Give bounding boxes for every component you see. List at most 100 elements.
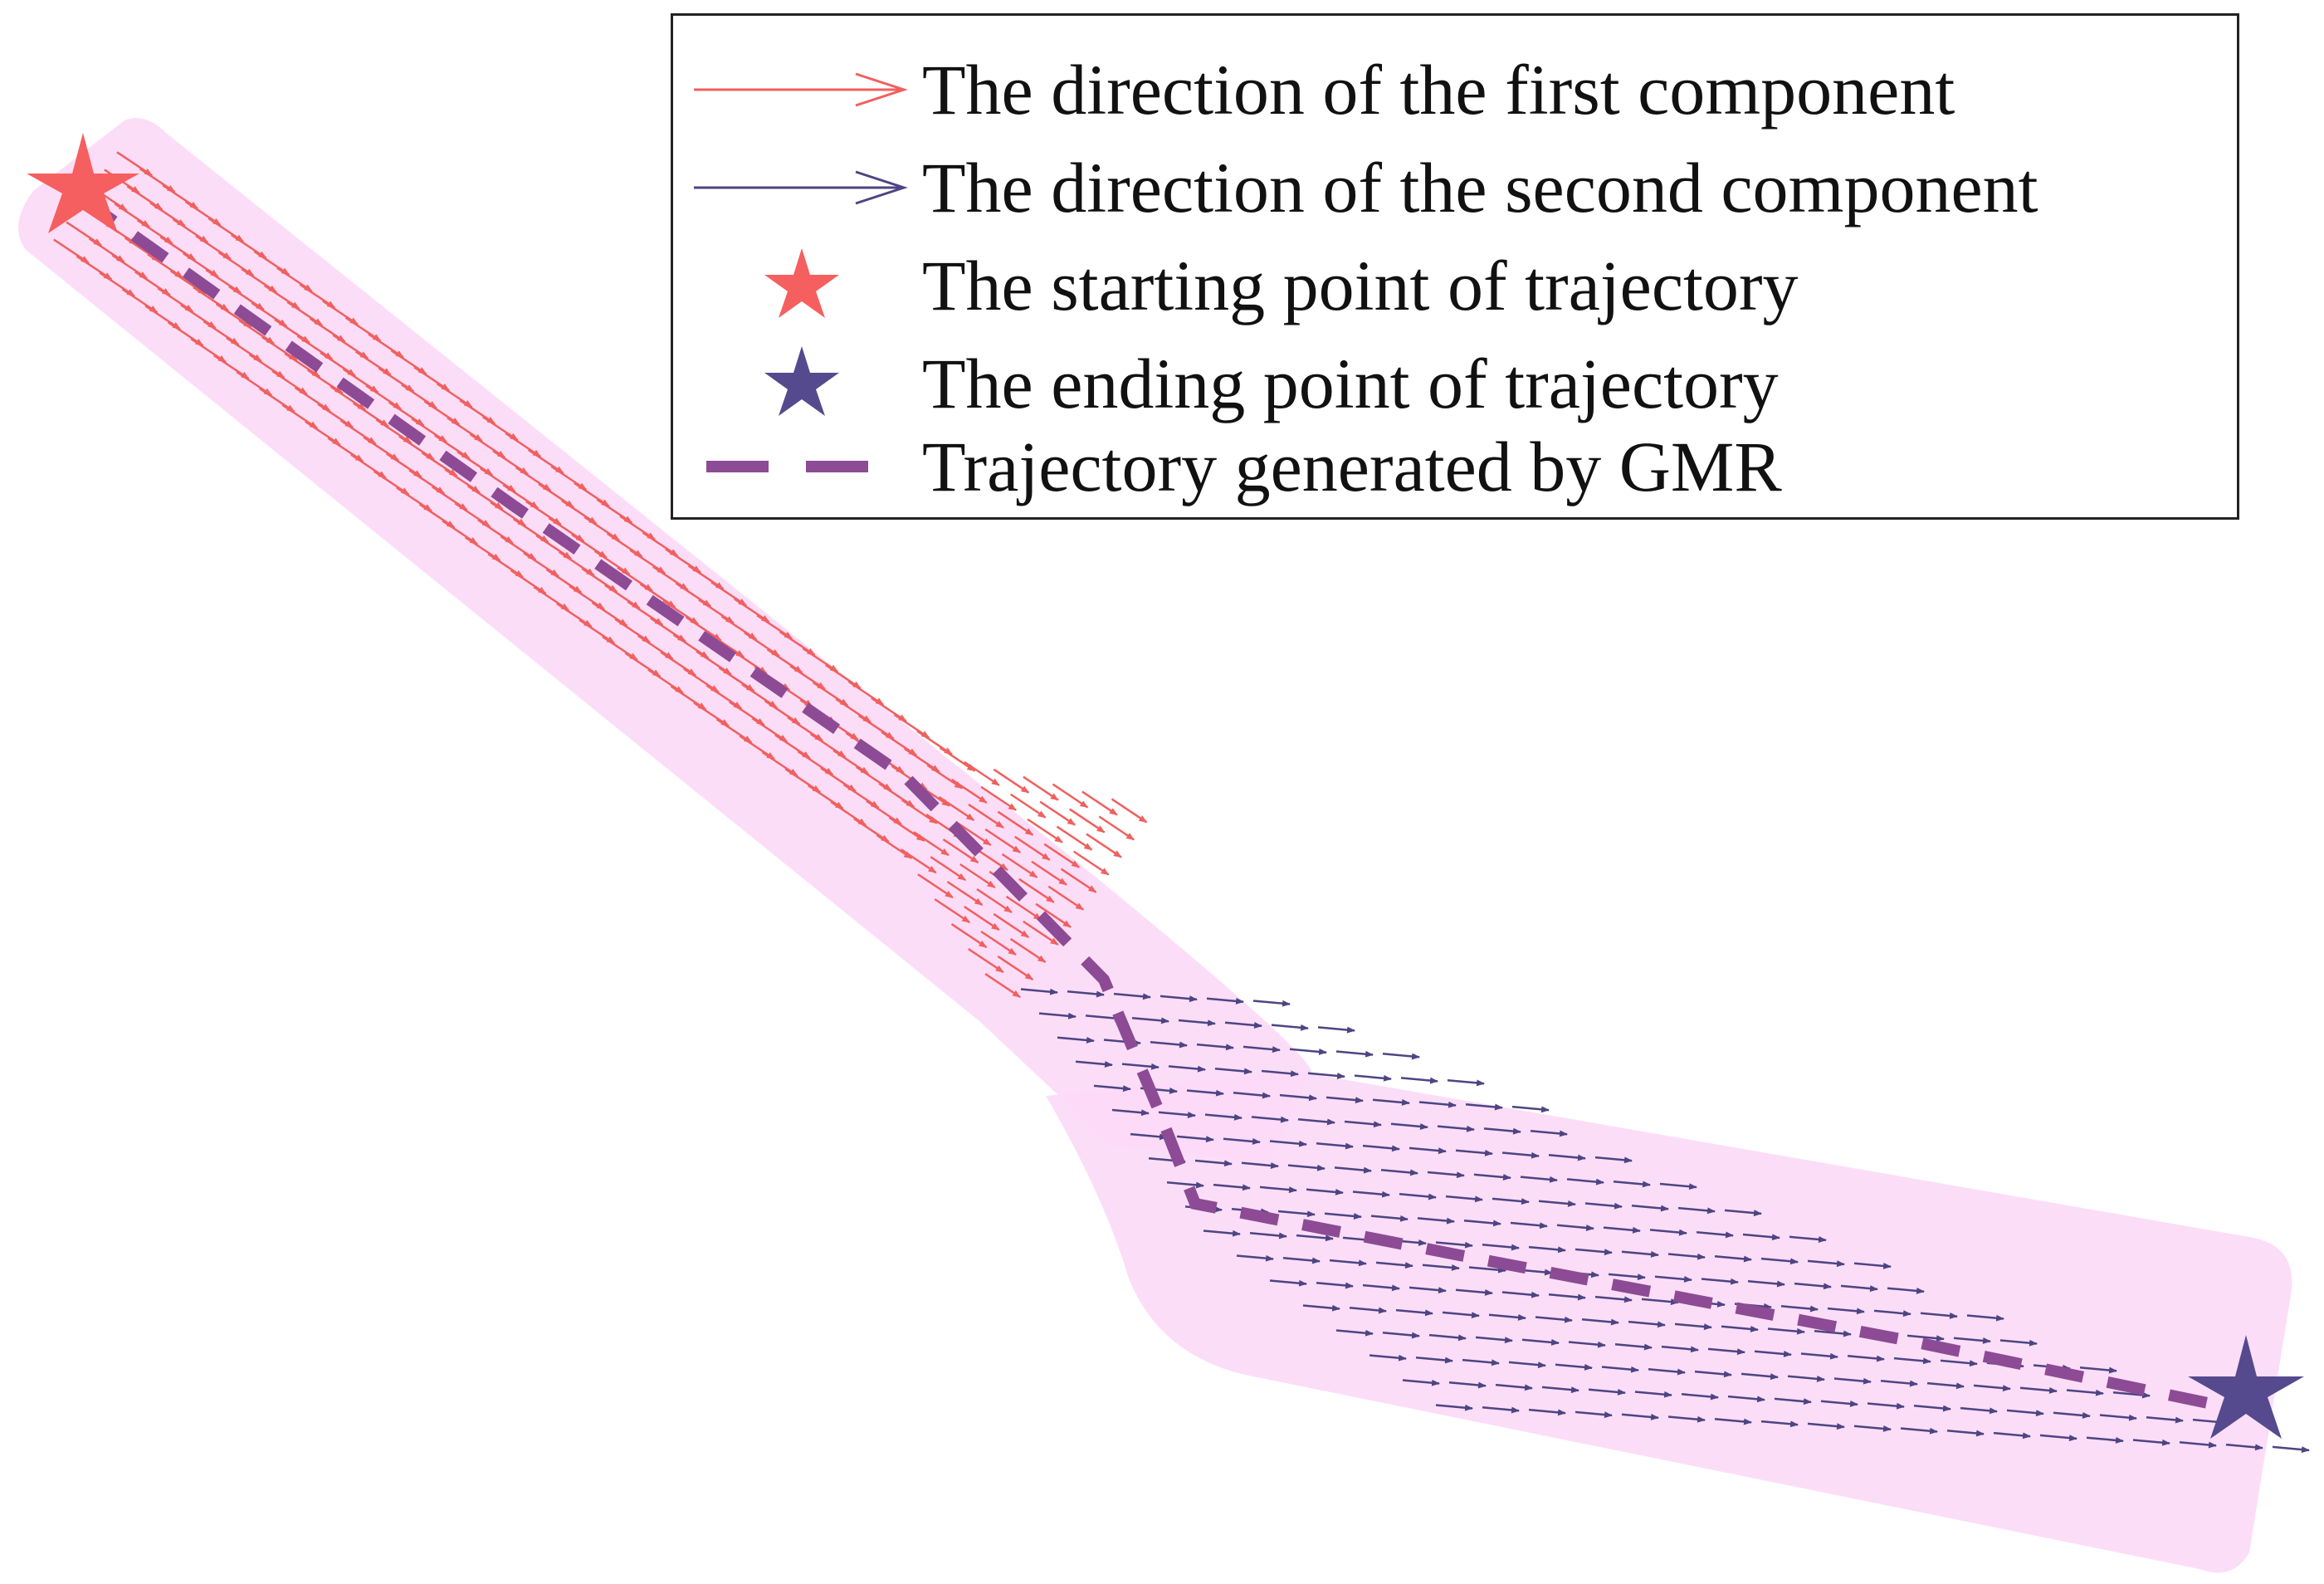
vector-arrow-icon: [871, 697, 907, 722]
vector-arrow-icon: [373, 470, 410, 496]
vector-arrow-icon: [560, 499, 598, 525]
vector-arrow-icon: [456, 451, 494, 477]
vector-arrow-icon: [1307, 1072, 1345, 1079]
vector-arrow-icon: [1820, 1400, 1858, 1407]
vector-arrow-icon: [1344, 1120, 1382, 1128]
vector-arrow-icon: [1654, 1275, 1692, 1283]
vector-arrow-icon: [835, 697, 872, 723]
vector-arrow-icon: [1960, 1406, 1998, 1415]
vector-arrow-icon: [1020, 988, 1058, 995]
vector-arrow-icon: [1741, 1372, 1779, 1381]
vector-arrow-icon: [1760, 1420, 1799, 1428]
vector-arrow-icon: [1213, 1183, 1251, 1191]
vector-arrow-icon: [1047, 885, 1085, 911]
vector-arrow-icon: [1039, 800, 1077, 826]
vector-arrow-icon: [698, 599, 735, 624]
vector-arrow-icon: [614, 618, 651, 643]
legend-item-first-component: The direction of the first component: [673, 41, 2237, 139]
vector-arrow-icon: [809, 733, 847, 759]
vector-arrow-icon: [1926, 1381, 1965, 1390]
vector-arrow-icon: [1893, 1357, 1931, 1365]
vector-arrow-icon: [116, 151, 153, 177]
vector-arrow-icon: [396, 486, 432, 512]
vector-arrow-icon: [1168, 1065, 1206, 1073]
vector-arrow-icon: [1395, 1308, 1433, 1317]
legend-label: The direction of the first component: [922, 50, 1955, 130]
vector-arrow-icon: [317, 403, 354, 428]
vector-arrow-icon: [1271, 1024, 1309, 1031]
vector-arrow-icon: [1780, 1305, 1819, 1313]
vector-arrow-icon: [1614, 1343, 1653, 1351]
vector-arrow-icon: [787, 716, 823, 742]
vector-arrow-icon: [515, 466, 552, 492]
vector-arrow-icon: [1186, 1089, 1224, 1097]
vector-arrow-icon: [1588, 1388, 1626, 1396]
vector-arrow-icon: [134, 271, 171, 296]
vector-arrow-icon: [710, 581, 747, 607]
vector-arrow-icon: [305, 420, 341, 446]
vector-arrow-icon: [1445, 1195, 1483, 1203]
vector-arrow-icon: [1370, 1215, 1409, 1222]
legend-label: The starting point of trajectory: [922, 246, 1799, 325]
vector-arrow-icon: [930, 856, 967, 882]
vector-arrow-icon: [1455, 1149, 1493, 1156]
legend-label: The ending point of trajectory: [922, 344, 1779, 423]
vector-arrow-icon: [1418, 1101, 1457, 1108]
vector-arrow-icon: [1528, 1408, 1566, 1416]
vector-arrow-icon: [980, 930, 1017, 956]
vector-arrow-icon: [1352, 1190, 1390, 1198]
vector-arrow-icon: [997, 810, 1034, 836]
vector-arrow-icon: [812, 681, 849, 707]
vector-arrow-icon: [1538, 1200, 1576, 1207]
vector-arrow-icon: [208, 217, 245, 243]
vector-arrow-icon: [1027, 818, 1063, 843]
vector-arrow-icon: [1223, 1137, 1261, 1145]
vector-arrow-icon: [1714, 1255, 1752, 1263]
vector-arrow-icon: [718, 667, 755, 692]
vector-arrow-icon: [1056, 825, 1093, 851]
vector-arrow-icon: [881, 731, 917, 756]
vector-arrow-icon: [1052, 783, 1089, 809]
vector-arrow-icon: [332, 334, 369, 359]
vector-arrow-icon: [964, 760, 1000, 786]
vector-arrow-icon: [114, 203, 150, 228]
vector-arrow-icon: [121, 288, 159, 314]
vector-arrow-icon: [687, 565, 725, 590]
vector-arrow-icon: [401, 384, 437, 409]
vector-arrow-icon: [1501, 1291, 1540, 1298]
vector-arrow-icon: [797, 750, 834, 776]
vector-arrow-icon: [1316, 1142, 1354, 1150]
vector-arrow-icon: [2225, 1443, 2263, 1451]
vector-arrow-icon: [789, 665, 826, 691]
vector-arrow-icon: [1475, 1336, 1513, 1344]
vector-arrow-icon: [1621, 1250, 1659, 1258]
vector-arrow-icon: [464, 536, 501, 562]
vector-arrow-icon: [1428, 1333, 1467, 1342]
vector-arrow-icon: [581, 567, 618, 593]
vector-arrow-icon: [1009, 937, 1047, 963]
vector-arrow-icon: [535, 534, 572, 560]
vector-arrow-icon: [574, 482, 610, 507]
vector-arrow-icon: [652, 565, 689, 591]
vector-arrow-icon: [1086, 833, 1122, 858]
vector-arrow-icon: [730, 649, 768, 675]
vector-arrow-icon: [205, 268, 242, 295]
vector-arrow-icon: [385, 452, 422, 478]
vector-arrow-icon: [602, 635, 638, 661]
vector-arrow-icon: [1530, 1129, 1568, 1137]
vector-arrow-icon: [1789, 1235, 1827, 1243]
legend-item-second-component: The direction of the second component: [673, 139, 2237, 237]
vector-arrow-icon: [1289, 1048, 1327, 1055]
vector-arrow-icon: [1754, 1350, 1792, 1357]
vector-arrow-icon: [433, 434, 471, 460]
vector-arrow-icon: [1399, 1193, 1437, 1200]
vector-arrow-icon: [1160, 995, 1198, 1003]
vector-arrow-icon: [617, 566, 653, 592]
vector-arrow-icon: [413, 366, 450, 392]
vector-arrow-icon: [1296, 1234, 1334, 1242]
vector-arrow-icon: [954, 820, 992, 847]
vector-arrow-icon: [193, 286, 229, 312]
vector-arrow-icon: [1541, 1386, 1579, 1394]
vector-arrow-icon: [1774, 1397, 1812, 1406]
